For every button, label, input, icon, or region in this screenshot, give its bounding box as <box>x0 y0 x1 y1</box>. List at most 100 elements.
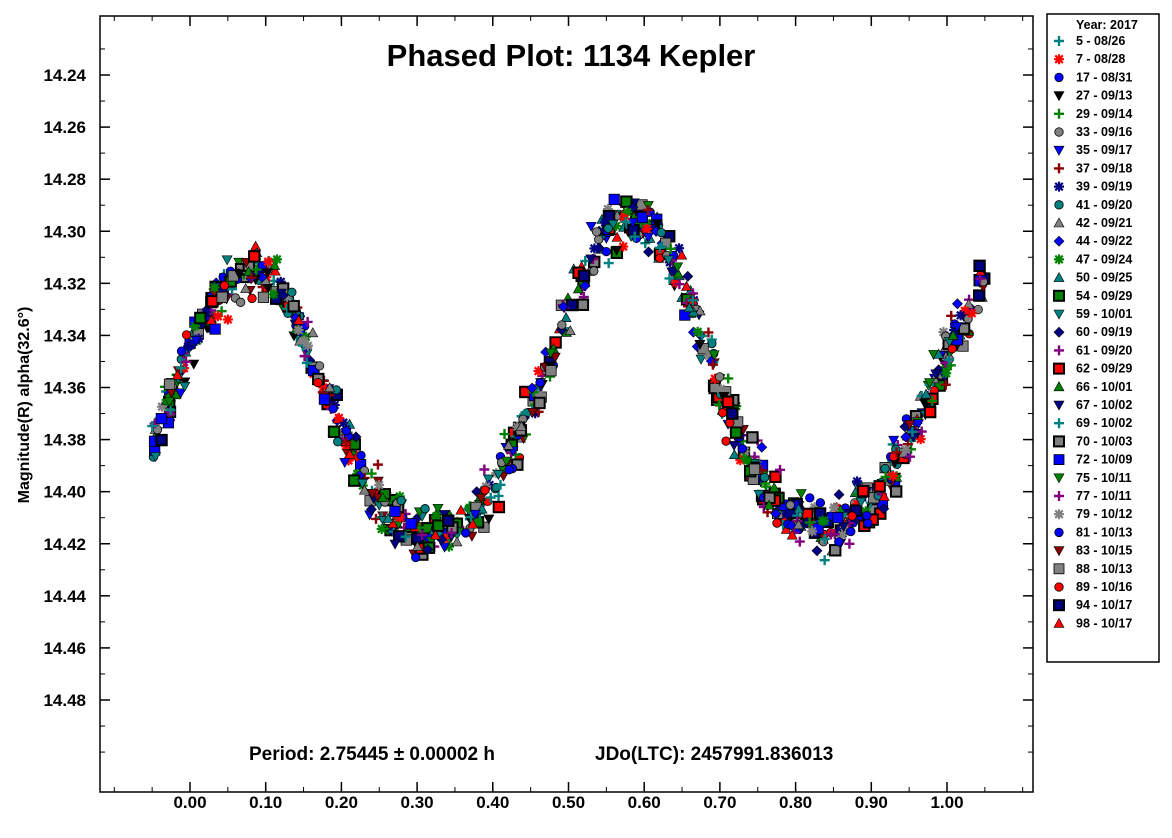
data-point <box>396 495 406 506</box>
data-point <box>560 312 572 322</box>
legend-marker <box>1053 91 1065 102</box>
legend-label: 35 - 09/17 <box>1076 143 1132 157</box>
legend-marker <box>1053 289 1065 302</box>
data-point <box>656 227 666 238</box>
data-point <box>293 324 304 335</box>
data-point <box>674 279 685 290</box>
data-point <box>181 330 192 340</box>
data-point <box>611 220 622 231</box>
data-point <box>461 528 471 538</box>
data-point <box>209 323 221 335</box>
data-point <box>832 512 844 524</box>
data-point <box>591 227 602 237</box>
x-tick-label: 0.80 <box>779 793 812 812</box>
data-point <box>420 504 430 514</box>
data-point <box>694 340 706 350</box>
data-point <box>275 276 286 287</box>
data-point <box>327 425 341 438</box>
legend-marker <box>1053 617 1065 628</box>
data-point <box>603 223 613 233</box>
data-point <box>206 295 219 308</box>
data-point <box>589 266 599 276</box>
data-point <box>904 420 916 430</box>
data-point <box>171 369 183 380</box>
data-point <box>287 287 297 297</box>
data-point <box>642 232 654 243</box>
data-point <box>328 404 338 414</box>
legend-marker <box>1053 435 1065 448</box>
data-point <box>495 479 506 490</box>
data-point <box>829 529 840 540</box>
y-tick-label: 14.42 <box>43 535 86 554</box>
data-point <box>150 452 162 463</box>
data-point <box>247 293 257 304</box>
data-point <box>665 243 676 254</box>
data-point <box>533 396 546 410</box>
data-point <box>774 464 785 475</box>
data-point <box>165 405 176 416</box>
data-point <box>585 254 597 265</box>
legend-marker <box>1054 345 1064 356</box>
data-point <box>880 471 891 482</box>
data-point <box>313 377 323 388</box>
data-point <box>219 280 230 291</box>
data-point <box>176 346 187 356</box>
data-point <box>545 365 557 377</box>
data-point <box>262 268 274 279</box>
data-point <box>833 489 845 500</box>
legend-label: 47 - 09/24 <box>1076 252 1132 266</box>
data-point <box>549 352 561 363</box>
legend: Year: 2017 5 - 08/26 7 - 08/28 17 - 08/31 2… <box>1046 13 1160 663</box>
data-point <box>942 360 953 371</box>
data-point <box>387 518 399 529</box>
legend-marker <box>1053 454 1065 466</box>
legend-title: Year: 2017 <box>1076 18 1138 32</box>
data-point <box>535 378 545 388</box>
data-point <box>299 335 310 346</box>
data-point <box>483 514 495 525</box>
legend-label: 81 - 10/13 <box>1076 525 1132 539</box>
data-point <box>794 536 805 547</box>
data-point <box>785 500 795 510</box>
plot-frame <box>99 15 1034 793</box>
legend-marker <box>1053 599 1065 612</box>
legend-label: 61 - 09/20 <box>1076 343 1132 357</box>
data-point <box>728 441 740 452</box>
data-point <box>358 484 370 495</box>
data-point <box>302 316 313 327</box>
data-point <box>480 485 490 495</box>
data-point <box>966 308 977 319</box>
data-point <box>341 426 351 436</box>
data-point <box>493 490 504 501</box>
data-point <box>484 480 495 491</box>
data-point <box>643 246 654 258</box>
data-point <box>912 419 924 430</box>
legend-marker <box>1054 254 1064 265</box>
data-point <box>372 459 383 470</box>
legend-label: 94 - 10/17 <box>1076 598 1132 612</box>
data-point <box>190 320 201 331</box>
legend-marker <box>1053 217 1065 228</box>
data-point <box>663 255 675 266</box>
legend-label: 69 - 10/02 <box>1076 416 1132 430</box>
data-point <box>862 510 872 521</box>
data-point <box>729 426 743 439</box>
data-point <box>923 405 937 419</box>
data-point <box>708 350 720 361</box>
data-point <box>339 458 351 469</box>
data-point <box>933 348 945 359</box>
legend-marker <box>1054 72 1064 83</box>
data-point <box>233 257 245 268</box>
data-point <box>955 310 966 321</box>
legend-label: 29 - 09/14 <box>1076 107 1132 121</box>
data-point <box>370 513 381 524</box>
y-tick-label: 14.44 <box>43 587 86 606</box>
data-point <box>763 499 775 510</box>
legend-label: 41 - 09/20 <box>1076 198 1132 212</box>
data-point <box>467 518 479 529</box>
data-point <box>183 341 194 352</box>
data-point <box>366 489 378 499</box>
data-point <box>366 503 377 515</box>
y-tick-label: 14.30 <box>43 222 86 241</box>
